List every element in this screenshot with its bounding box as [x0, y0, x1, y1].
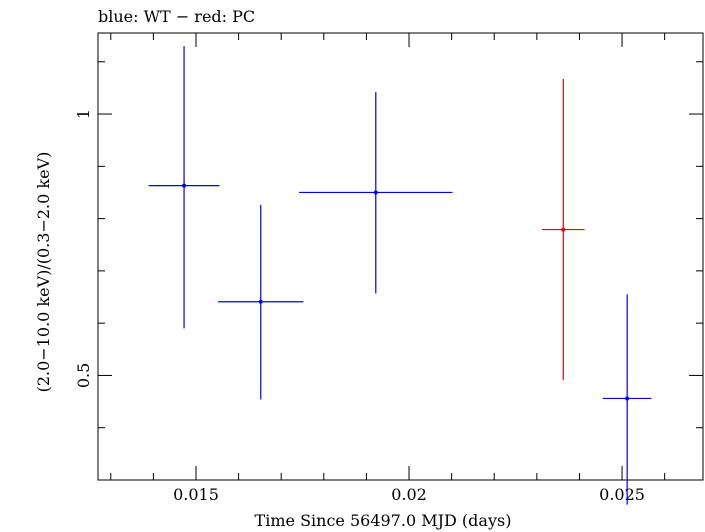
data-marks: [148, 46, 652, 505]
data-marker: [625, 396, 630, 401]
x-tick-label: 0.02: [391, 485, 427, 504]
data-point-wt: [602, 294, 652, 505]
axis-ticks: [98, 33, 703, 481]
x-tick-label: 0.025: [599, 485, 645, 504]
data-marker: [258, 299, 263, 304]
x-axis-label: Time Since 56497.0 MJD (days): [255, 511, 512, 530]
x-tick-label: 0.015: [173, 485, 219, 504]
data-point-wt: [148, 46, 220, 329]
data-marker: [373, 190, 378, 195]
data-marker: [182, 183, 187, 188]
chart-title: blue: WT − red: PC: [98, 7, 255, 26]
y-axis-label: (2.0−10.0 keV)/(0.3−2.0 keV): [34, 152, 53, 393]
y-tick-label: 0.5: [74, 363, 93, 388]
data-point-wt: [299, 92, 453, 294]
data-marker: [561, 227, 566, 232]
axis-tick-labels: 0.015 0.02 0.025 0.5 1: [74, 109, 645, 504]
plot-frame: [97, 32, 704, 481]
data-point-pc: [541, 79, 585, 381]
data-point-wt: [218, 205, 304, 400]
y-tick-label: 1: [74, 109, 93, 119]
